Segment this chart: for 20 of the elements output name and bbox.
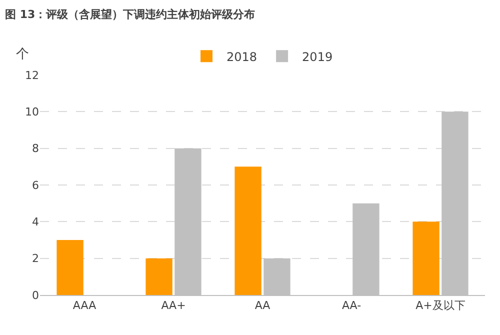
x-tick-label: A+及以下 [416,299,466,312]
y-tick-label: 6 [32,178,39,192]
x-tick-label: AA+ [161,299,186,312]
y-tick-label: 4 [32,216,39,229]
x-tick-label: AAA [72,299,97,312]
x-tick-label: AA- [342,299,362,312]
y-tick-label: 0 [32,288,39,302]
y-tick-label: 10 [25,106,39,119]
y-axis-title: 个 [16,47,29,62]
chart-title: 图 13：评级（含展望）下调违约主体初始评级分布 [5,8,256,21]
legend-label: 2019 [302,50,333,64]
y-tick-label: 12 [25,68,39,82]
bar [56,240,84,295]
x-tick-label: AA [254,299,271,312]
bar [412,222,440,295]
bar [146,258,172,295]
y-tick-label: 2 [32,252,39,266]
bar [234,166,262,295]
legend-label: 2018 [226,50,258,64]
y-tick-label: 8 [32,142,39,156]
